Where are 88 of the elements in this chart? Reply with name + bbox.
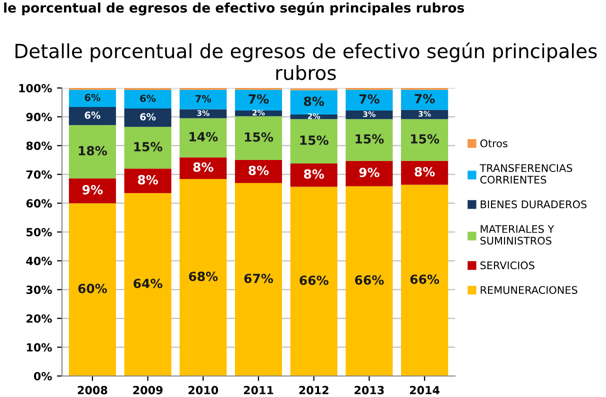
data-label: 68% xyxy=(188,272,218,282)
bar xyxy=(346,110,393,120)
data-label: 8% xyxy=(138,175,158,185)
bar xyxy=(290,186,338,376)
data-label: 18% xyxy=(78,146,108,156)
data-label: 60% xyxy=(78,284,108,294)
bar xyxy=(124,168,172,194)
text: le porcentual de egresos de efectivo según principales rubros xyxy=(4,2,464,16)
bar xyxy=(401,119,448,161)
bar xyxy=(290,119,338,164)
y-tick-label: 80% xyxy=(26,142,52,150)
bar xyxy=(401,90,448,110)
y-tick-label: 60% xyxy=(26,199,52,208)
bar xyxy=(346,160,393,186)
bar xyxy=(290,163,338,187)
y-tick-label: 20% xyxy=(26,314,52,323)
legend-label: SERVICIOS xyxy=(480,261,534,270)
chart-title: Detalle porcentual de egresos de efectivo según principales rubros xyxy=(16,42,597,80)
data-label: 15% xyxy=(134,142,162,152)
bar xyxy=(401,184,448,376)
data-label: 8% xyxy=(193,162,214,172)
legend-label: TRANSFERENCIAS CORRIENTES xyxy=(480,164,572,184)
data-label: 7% xyxy=(196,94,212,102)
bar xyxy=(124,108,172,127)
data-label: 9% xyxy=(82,184,103,194)
bar xyxy=(124,126,172,169)
bar xyxy=(180,90,227,110)
bar xyxy=(290,90,338,114)
x-tick-label: 2011 xyxy=(244,386,274,394)
bar xyxy=(401,160,448,185)
bar xyxy=(180,157,227,180)
bar xyxy=(180,118,227,158)
bar xyxy=(346,119,393,161)
x-tick-label: 2009 xyxy=(133,386,163,394)
bar xyxy=(68,90,116,108)
data-label: 15% xyxy=(244,132,274,142)
data-label: 7% xyxy=(359,94,380,104)
y-tick-label: 0% xyxy=(34,372,52,380)
bar xyxy=(401,110,448,120)
data-label: 8% xyxy=(414,166,435,176)
bar xyxy=(180,179,227,376)
data-label: 66% xyxy=(300,276,328,286)
data-label: 15% xyxy=(356,134,384,144)
legend-label: Otros xyxy=(480,139,508,148)
data-label: 15% xyxy=(411,134,440,144)
bar xyxy=(68,203,116,376)
data-label: 66% xyxy=(410,274,440,284)
bar xyxy=(346,90,393,110)
y-tick-label: 10% xyxy=(26,343,52,352)
data-label: 6% xyxy=(84,94,100,102)
data-label: 67% xyxy=(244,274,274,284)
data-label: 64% xyxy=(134,278,162,288)
bar xyxy=(68,178,116,204)
x-tick-label: 2014 xyxy=(410,386,440,394)
x-tick-label: 2012 xyxy=(299,386,328,394)
bar xyxy=(68,125,116,178)
data-label: 7% xyxy=(248,94,269,104)
bar xyxy=(68,107,116,126)
bar xyxy=(234,160,282,184)
data-label: 7% xyxy=(414,94,435,104)
bar xyxy=(124,90,172,108)
data-label: 15% xyxy=(300,135,328,145)
bar xyxy=(124,193,172,376)
bar xyxy=(346,186,393,376)
data-label: 6% xyxy=(140,113,156,120)
data-label: 6% xyxy=(140,94,156,102)
data-label: 8% xyxy=(248,166,269,176)
bar xyxy=(234,183,282,376)
y-tick-label: 70% xyxy=(26,170,52,179)
y-tick-label: 50% xyxy=(26,228,52,236)
x-tick-label: 2008 xyxy=(78,386,108,394)
y-tick-label: 90% xyxy=(26,112,52,122)
y-tick-label: 100% xyxy=(19,84,52,92)
bar xyxy=(234,116,282,160)
legend-label: REMUNERACIONES xyxy=(480,286,578,294)
data-label: 6% xyxy=(84,112,100,119)
legend-label: MATERIALES Y SUMINISTROS xyxy=(480,225,554,245)
bar xyxy=(234,90,282,110)
data-label: 14% xyxy=(190,132,218,142)
data-label: 8% xyxy=(304,169,324,179)
x-tick-label: 2010 xyxy=(188,386,218,394)
data-label: 9% xyxy=(359,168,380,178)
y-tick-label: 30% xyxy=(26,286,52,294)
data-label: 8% xyxy=(304,96,324,106)
data-label: 66% xyxy=(355,275,384,285)
legend-label: BIENES DURADEROS xyxy=(480,200,587,208)
x-tick-label: 2013 xyxy=(354,386,384,394)
y-tick-label: 40% xyxy=(26,256,52,266)
